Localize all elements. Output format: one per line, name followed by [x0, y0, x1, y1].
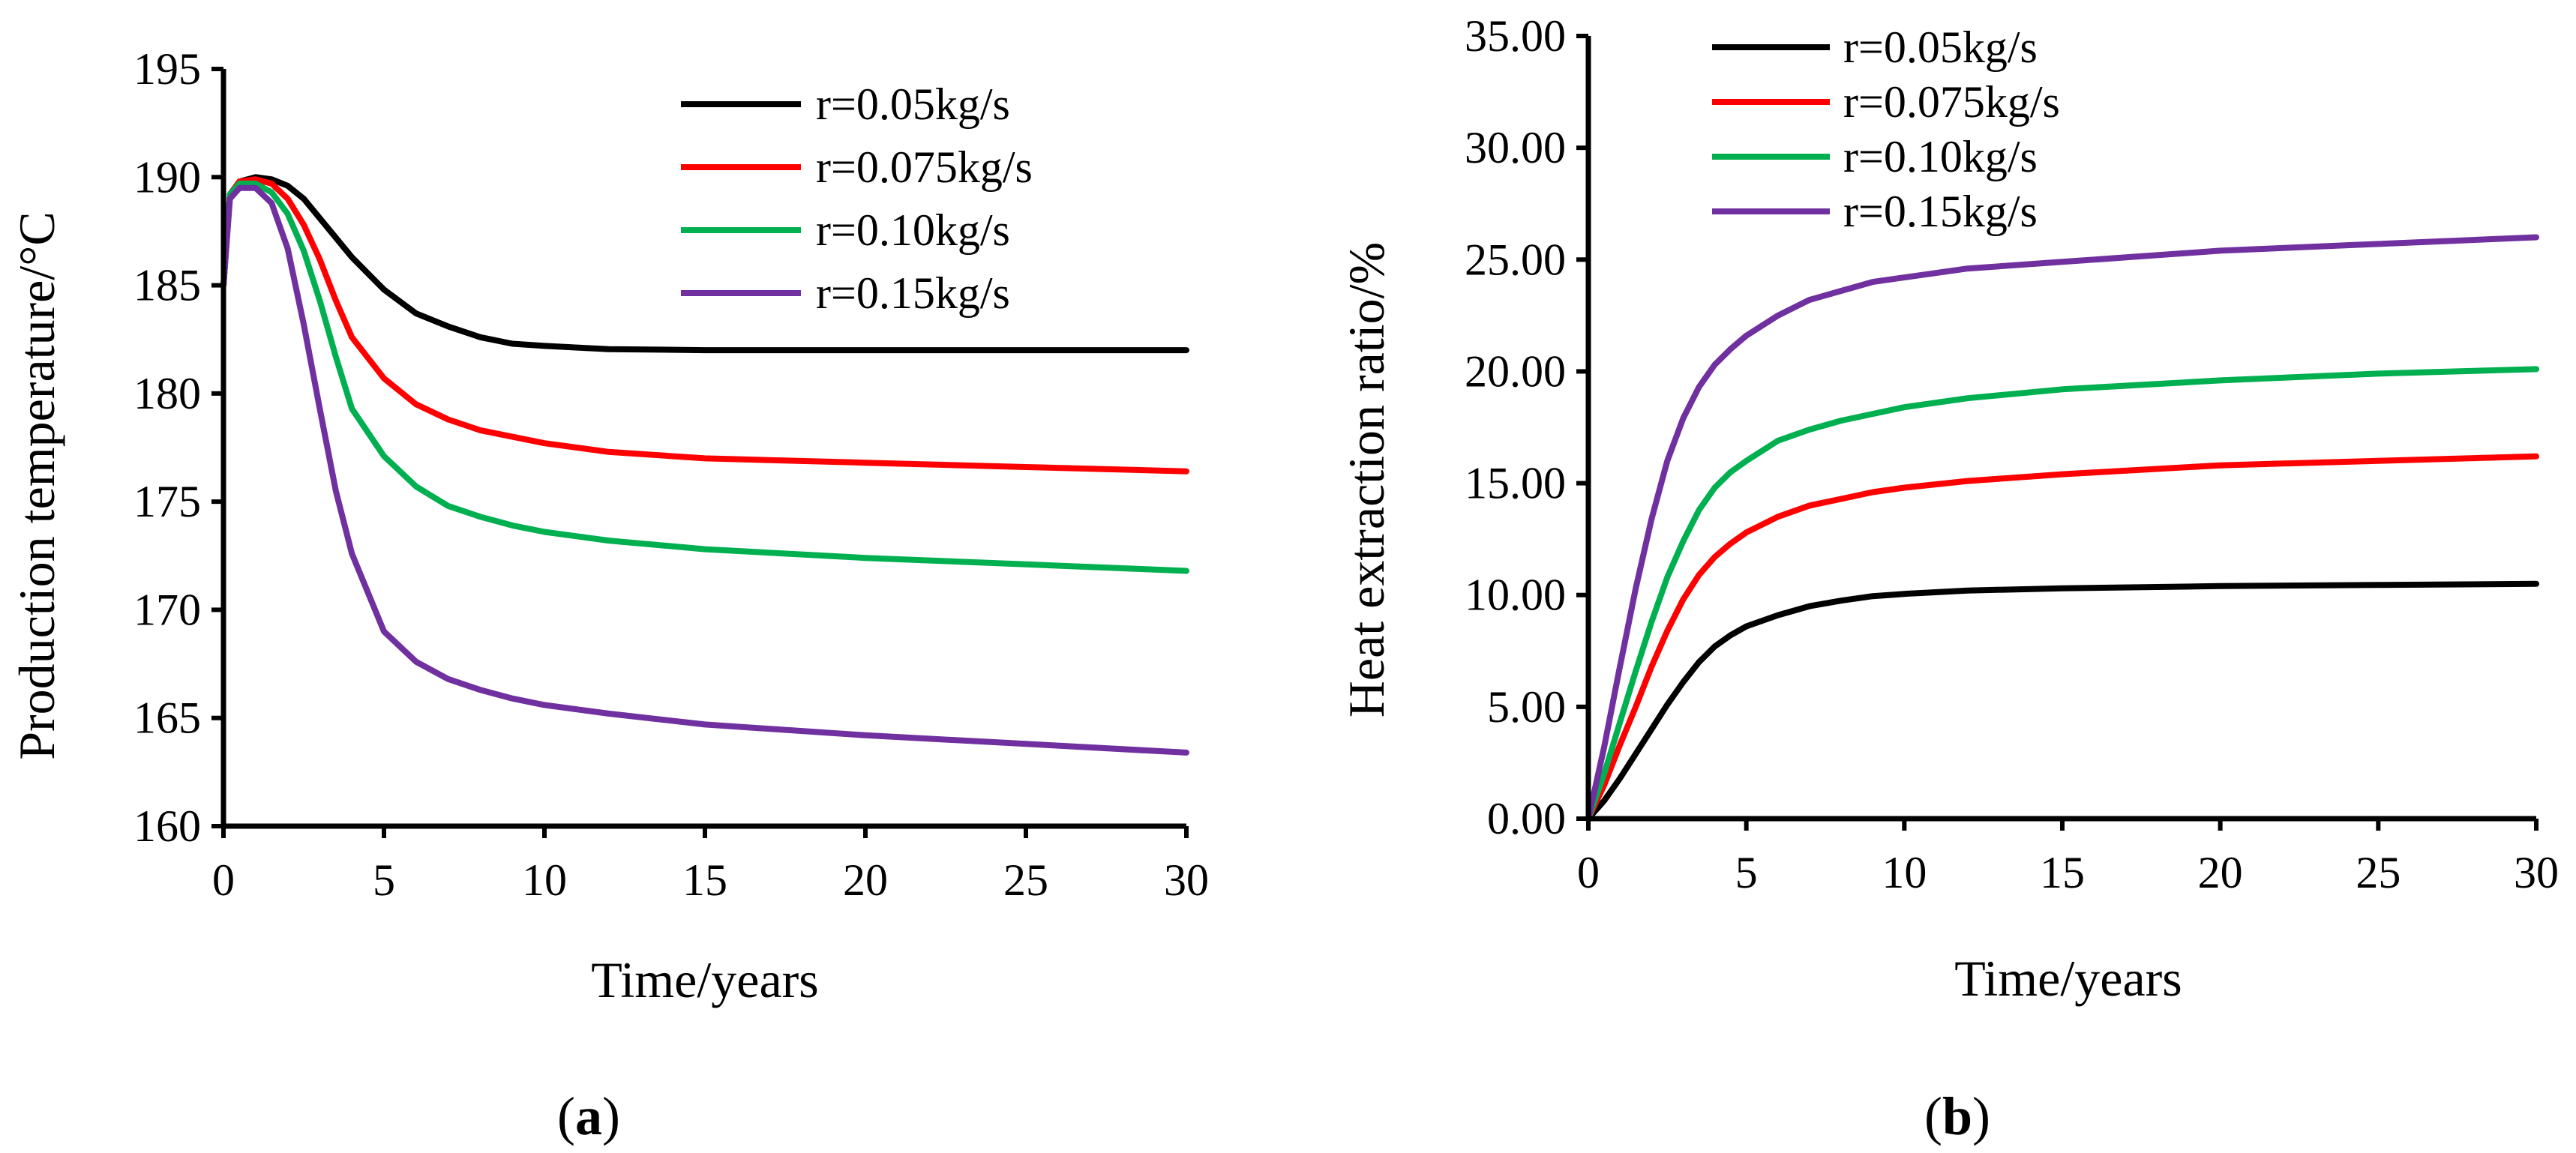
panel-letter-a: a — [575, 1086, 602, 1146]
y-tick-label: 25.00 — [1465, 235, 1566, 284]
x-tick-label: 10 — [522, 855, 567, 905]
y-tick-label: 175 — [133, 477, 201, 526]
y-tick-label: 5.00 — [1487, 682, 1566, 732]
y-axis-label-a: Production temperature/°C — [8, 211, 65, 760]
y-tick-label: 0.00 — [1487, 794, 1566, 843]
y-tick-label: 195 — [133, 44, 201, 94]
series-line — [220, 176, 1189, 475]
y-tick-label: 35.00 — [1465, 11, 1566, 61]
y-tick-label: 30.00 — [1465, 123, 1566, 172]
x-tick-label: 20 — [843, 855, 888, 905]
series-line — [1585, 234, 2539, 822]
panel-letter-b: b — [1942, 1086, 1972, 1146]
legend-a: r=0.05kg/s r=0.075kg/s r=0.10kg/s r=0.15kg/… — [681, 79, 1033, 318]
y-tick-label: 20.00 — [1465, 346, 1566, 396]
x-tick-label: 20 — [2198, 848, 2243, 897]
x-tick-label: 5 — [1735, 848, 1758, 897]
x-tick-label: 25 — [2356, 848, 2401, 897]
legend-entry-label: r=0.075kg/s — [1843, 77, 2060, 127]
y-tick-label: 180 — [133, 369, 201, 418]
y-tick-label: 10.00 — [1465, 571, 1566, 620]
chart-panel-a: 0 5 10 15 20 25 30 160 165 170 175 180 185 190 195 Ti… — [8, 44, 1209, 1146]
chart-panel-b: 0 5 10 15 20 25 30 0.00 5.00 10.00 15.00 20.00 25.0… — [1338, 11, 2559, 1146]
series-layer-b — [1585, 234, 2539, 822]
x-tick-label: 15 — [682, 855, 727, 905]
legend-entry-label: r=0.075kg/s — [816, 142, 1033, 192]
legend-entry-label: r=0.15kg/s — [1843, 187, 2038, 236]
x-tick-label: 10 — [1882, 848, 1927, 897]
y-tick-labels-b: 0.00 5.00 10.00 15.00 20.00 25.00 30.00 35.00 — [1465, 11, 1566, 843]
y-tick-label: 15.00 — [1465, 459, 1566, 508]
x-tick-label: 0 — [212, 855, 235, 905]
y-tick-label: 160 — [133, 801, 201, 851]
y-tick-label: 165 — [133, 693, 201, 743]
y-tick-label: 190 — [133, 152, 201, 202]
x-tick-label: 30 — [2514, 848, 2559, 897]
series-line — [220, 184, 1189, 756]
x-axis-label-a: Time/years — [591, 951, 818, 1008]
x-tick-labels-b: 0 5 10 15 20 25 30 — [1577, 848, 2559, 897]
x-tick-label: 5 — [373, 855, 395, 905]
x-tick-labels-a: 0 5 10 15 20 25 30 — [212, 855, 1209, 905]
x-tick-label: 0 — [1577, 848, 1600, 897]
legend-entry-label: r=0.15kg/s — [816, 268, 1010, 318]
series-layer-a — [220, 174, 1189, 756]
legend-entry-label: r=0.10kg/s — [816, 205, 1010, 255]
series-line — [1585, 366, 2539, 822]
y-tick-label: 170 — [133, 585, 201, 634]
legend-entry-label: r=0.05kg/s — [816, 79, 1010, 129]
series-line — [220, 180, 1189, 574]
x-axis-label-b: Time/years — [1954, 950, 2182, 1007]
series-line — [1585, 453, 2539, 822]
x-tick-label: 30 — [1164, 855, 1209, 905]
legend-b: r=0.05kg/sr=0.075kg/s r=0.10kg/s r=0.15kg/… — [1712, 22, 2060, 236]
x-tick-label: 15 — [2040, 848, 2085, 897]
x-tick-label: 25 — [1003, 855, 1048, 905]
y-tick-label: 185 — [133, 261, 201, 310]
legend-entry-label: r=0.10kg/s — [1843, 132, 2038, 181]
panel-label-a: (a) — [557, 1086, 620, 1146]
legend-entry-label: r=0.05kg/s — [1843, 22, 2038, 72]
series-line — [220, 174, 1189, 354]
y-axis-label-b: Heat extraction ratio/% — [1338, 242, 1395, 717]
y-tick-labels-a: 160 165 170 175 180 185 190 195 — [133, 44, 201, 851]
panel-label-b: (b) — [1924, 1086, 1990, 1146]
series-line — [1585, 580, 2539, 822]
